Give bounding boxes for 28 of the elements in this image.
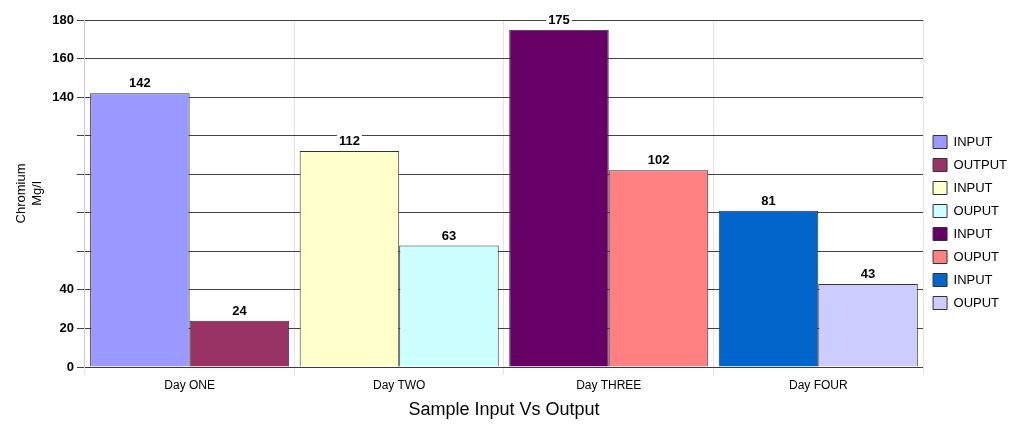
legend-label: OUPUT — [953, 294, 1000, 310]
y-tick-label: 160 — [52, 50, 74, 66]
y-tick-label: 140 — [52, 88, 74, 104]
x-tick-label: Day THREE — [576, 377, 642, 392]
data-label: 81 — [761, 192, 776, 208]
legend-label: OUPUT — [953, 202, 1000, 218]
x-tick-label: Day ONE — [164, 377, 215, 392]
y-tick-label: 0 — [66, 358, 74, 374]
data-label: 63 — [441, 227, 457, 243]
data-label: 142 — [129, 75, 151, 91]
legend-label: OUTPUT — [953, 156, 1008, 172]
data-label: 102 — [647, 152, 670, 168]
data-label: 112 — [338, 133, 360, 149]
legend-label: INPUT — [953, 225, 993, 241]
data-label: 175 — [548, 11, 570, 27]
y-tick-label: 180 — [52, 11, 74, 27]
x-axis-title: Sample Input Vs Output — [408, 399, 600, 420]
legend-label: OUPUT — [953, 248, 1000, 264]
y-tick-label: 40 — [59, 281, 74, 297]
legend-label: INPUT — [953, 133, 993, 149]
x-tick-label: Day TWO — [372, 377, 426, 392]
data-label: 43 — [860, 266, 876, 282]
legend-label: INPUT — [953, 179, 993, 195]
y-tick-label: 20 — [59, 320, 74, 336]
y-axis-title: Chromium Mg/l — [13, 163, 44, 224]
legend-label: INPUT — [953, 271, 993, 287]
x-tick-label: Day FOUR — [788, 377, 848, 392]
data-label: 24 — [232, 302, 248, 318]
